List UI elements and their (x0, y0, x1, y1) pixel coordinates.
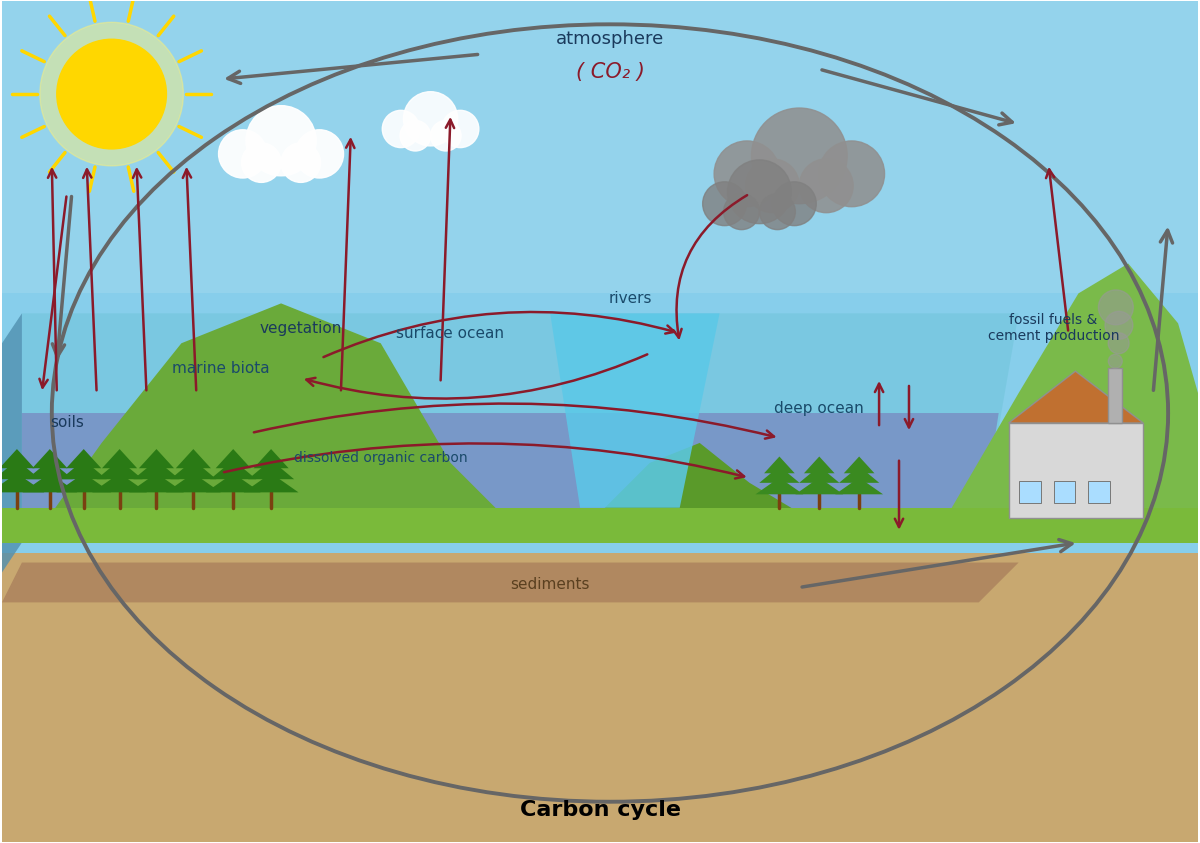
Circle shape (745, 158, 799, 212)
Polygon shape (760, 466, 799, 483)
Circle shape (714, 141, 780, 207)
Bar (2, 2, 1198, 293)
Polygon shape (0, 449, 35, 468)
Circle shape (246, 105, 316, 176)
Circle shape (442, 110, 479, 148)
Polygon shape (244, 473, 299, 492)
Circle shape (1108, 333, 1129, 354)
Polygon shape (96, 460, 143, 479)
Circle shape (703, 182, 746, 226)
Text: atmosphere: atmosphere (556, 30, 664, 48)
Circle shape (1105, 311, 1133, 339)
Circle shape (727, 160, 791, 223)
Polygon shape (839, 466, 880, 483)
Circle shape (724, 194, 760, 229)
Polygon shape (176, 449, 211, 468)
Circle shape (403, 92, 457, 146)
Text: ( CO₂ ): ( CO₂ ) (576, 62, 644, 82)
Circle shape (1109, 354, 1122, 368)
Polygon shape (102, 449, 137, 468)
Bar (1019, 481, 1040, 502)
Polygon shape (170, 460, 216, 479)
Polygon shape (26, 460, 73, 479)
Text: dissolved organic carbon: dissolved organic carbon (294, 451, 468, 464)
Circle shape (281, 143, 320, 182)
Polygon shape (2, 303, 550, 543)
Polygon shape (550, 314, 720, 507)
Polygon shape (166, 473, 221, 492)
Polygon shape (66, 449, 101, 468)
Circle shape (1098, 290, 1133, 325)
Polygon shape (23, 473, 77, 492)
Polygon shape (139, 449, 174, 468)
Polygon shape (0, 460, 40, 479)
Circle shape (751, 108, 847, 204)
Bar (1009, 423, 1144, 518)
Text: Carbon cycle: Carbon cycle (520, 800, 680, 819)
Text: soils: soils (50, 416, 84, 431)
Circle shape (218, 130, 266, 178)
Polygon shape (1009, 371, 1144, 423)
Polygon shape (61, 460, 107, 479)
Text: vegetation: vegetation (260, 321, 342, 336)
Polygon shape (22, 413, 998, 543)
Polygon shape (835, 478, 883, 494)
Circle shape (773, 182, 816, 226)
Text: surface ocean: surface ocean (396, 325, 504, 341)
Polygon shape (32, 449, 67, 468)
Polygon shape (130, 473, 184, 492)
Circle shape (383, 110, 420, 148)
Polygon shape (210, 460, 257, 479)
Circle shape (241, 143, 281, 182)
Text: marine biota: marine biota (173, 361, 270, 376)
Text: rivers: rivers (608, 291, 652, 306)
Polygon shape (2, 507, 1198, 543)
Polygon shape (216, 449, 251, 468)
Polygon shape (133, 460, 180, 479)
Circle shape (400, 121, 431, 151)
Bar (2, 2, 1198, 593)
Circle shape (799, 158, 853, 212)
Polygon shape (56, 473, 112, 492)
Text: sediments: sediments (510, 577, 590, 592)
Polygon shape (0, 473, 44, 492)
Polygon shape (92, 473, 146, 492)
Circle shape (56, 40, 167, 149)
Circle shape (431, 121, 461, 151)
Polygon shape (206, 473, 260, 492)
Polygon shape (22, 314, 1019, 543)
Polygon shape (796, 478, 844, 494)
Polygon shape (799, 466, 839, 483)
Text: deep ocean: deep ocean (774, 400, 864, 416)
Polygon shape (550, 443, 899, 543)
Polygon shape (949, 264, 1198, 513)
Polygon shape (248, 460, 294, 479)
Circle shape (295, 130, 343, 178)
Polygon shape (764, 457, 794, 473)
Polygon shape (844, 457, 875, 473)
Text: fossil fuels &
cement production: fossil fuels & cement production (988, 314, 1120, 343)
Bar (2, 552, 1198, 841)
Polygon shape (2, 314, 22, 572)
Bar (1054, 481, 1075, 502)
Circle shape (760, 194, 796, 229)
Circle shape (818, 141, 884, 207)
Polygon shape (253, 449, 289, 468)
Bar (1109, 368, 1122, 423)
Polygon shape (804, 457, 834, 473)
Polygon shape (756, 478, 803, 494)
Circle shape (40, 22, 184, 166)
Polygon shape (2, 562, 1019, 603)
Bar (1088, 481, 1110, 502)
